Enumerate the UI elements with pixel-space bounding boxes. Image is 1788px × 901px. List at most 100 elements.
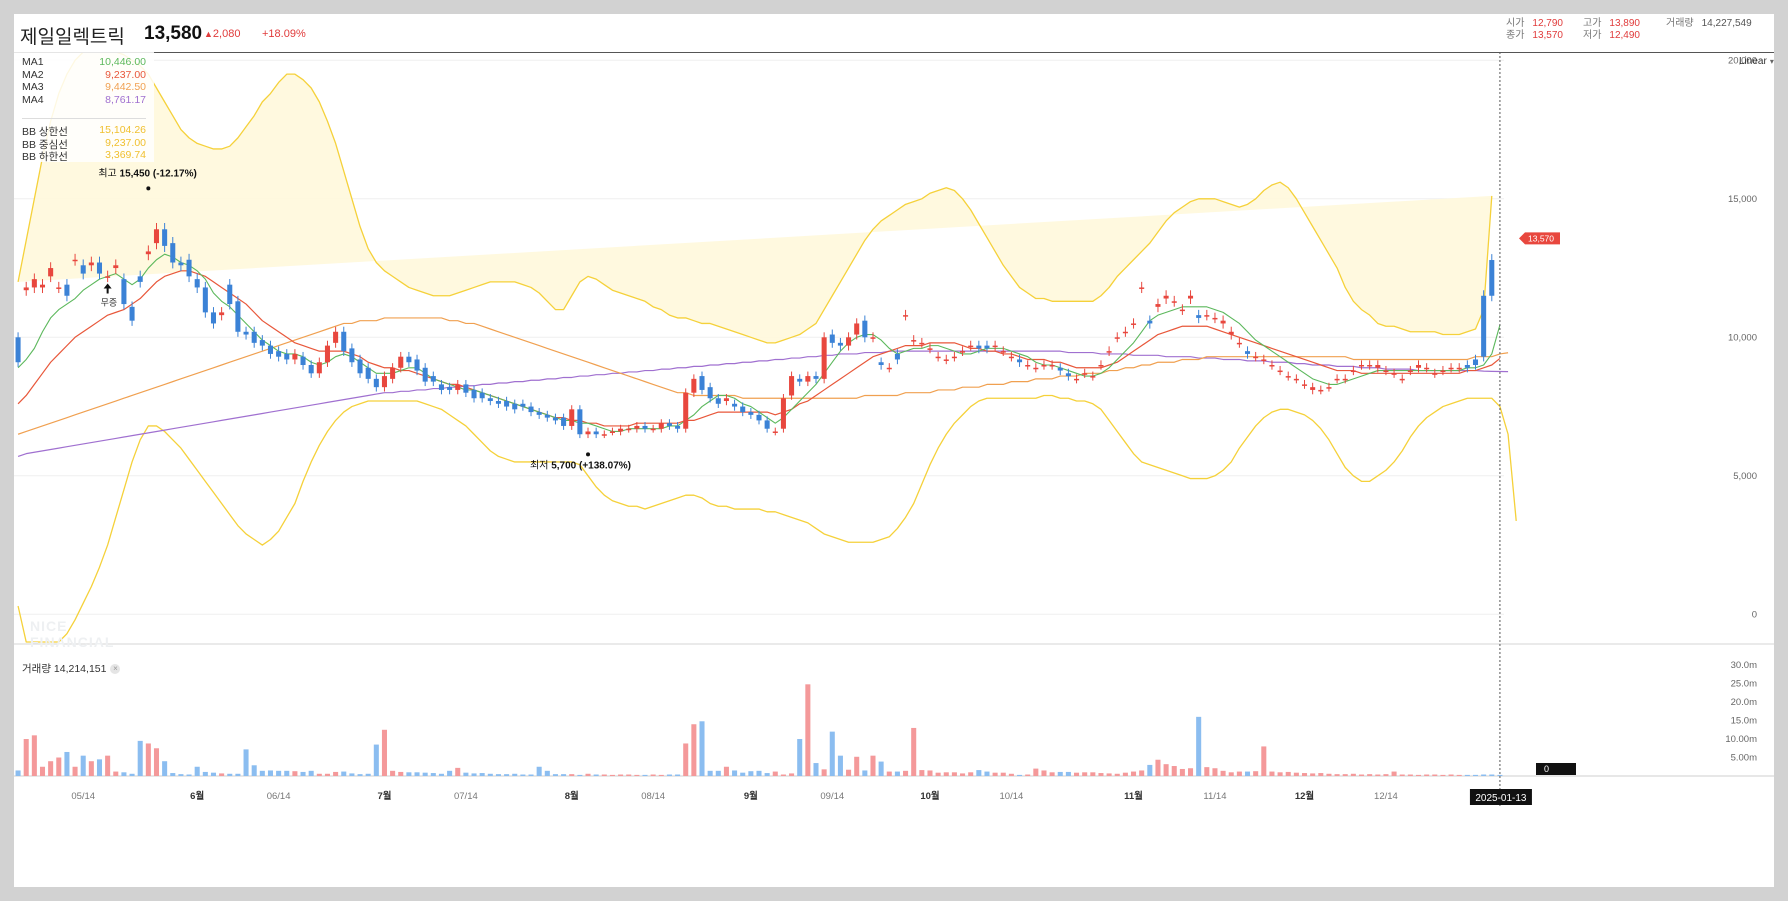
candle [1350,365,1356,376]
legend-bb-upper[interactable]: BB 상한선 15,104.26 [22,124,146,138]
volume-bar [137,740,143,776]
volume-bar [976,770,982,776]
volume-bar [48,761,54,776]
candle-body [349,348,355,363]
volume-bar [153,748,160,776]
candle-body [585,431,591,435]
candle [284,349,290,365]
candle-body [129,306,135,321]
legend-name: BB 하한선 [22,151,68,163]
volume-bar [1155,759,1161,776]
candle [512,399,518,414]
candle [113,259,119,274]
chart-canvas[interactable]: 20,000 15,000 10,000 5,000 0 30.0m 25.0m 20.0m 1… [14,14,1774,887]
candle-body [968,345,974,348]
candle [1033,363,1039,373]
candle [15,332,21,367]
legend-name: MA2 [22,68,44,81]
volume-bar [960,773,966,776]
candle [666,419,672,430]
candle-body [960,351,966,353]
volume-bar [357,774,363,776]
candle [886,363,892,373]
volume-bar [715,770,721,776]
candle-body [438,384,444,390]
candle-body [162,229,168,246]
candle-body [1228,331,1234,335]
candle [1448,363,1454,373]
candle [202,281,208,318]
volume-bar [854,756,860,776]
candle [683,388,689,433]
candle-body [1033,367,1039,370]
candle-body [121,279,127,305]
scale-mode-button[interactable]: Linear ▾ [1739,56,1774,67]
volume-bar [911,727,917,776]
candle-body [1375,365,1381,368]
candle [577,405,583,439]
candle-body [821,337,827,379]
candle-body [1212,317,1218,320]
candle [1155,298,1161,313]
candle [1204,309,1210,321]
candle-body [943,359,949,361]
candle [1131,318,1137,329]
candle-body [1481,295,1487,357]
candle-body [341,331,347,352]
candle-body [105,276,111,278]
volume-bar [878,761,884,776]
candle-body [862,320,868,338]
volume-bar [1090,772,1096,776]
volume-bar [1188,768,1194,776]
volume-bar [968,772,974,776]
legend-ma4[interactable]: MA4 8,761.17 [22,94,146,108]
candle [438,379,444,395]
candle [292,349,298,365]
candle-body [186,259,192,277]
candle-body [276,351,282,357]
candle [740,402,746,417]
x-tick-label: 12/14 [1374,791,1398,802]
volume-bar [569,774,575,776]
candle-body [846,337,852,346]
legend-ma2[interactable]: MA2 9,237.00 [22,69,146,83]
candle [1017,354,1023,367]
volume-bar [658,774,664,776]
legend-bb-lower[interactable]: BB 하한선 3,369.74 [22,149,146,163]
candle [789,371,795,400]
volume-bar [471,773,477,776]
candle [1228,326,1234,340]
candle [927,343,933,354]
date-tag-background [1469,789,1532,805]
candle [1472,354,1479,370]
candle-body [1245,351,1251,354]
volume-bar [886,771,892,776]
volume-bar [1269,771,1275,776]
legend-ma1[interactable]: MA1 10,446.00 [22,56,146,70]
candle-body [756,414,762,421]
candle-body [601,434,607,436]
y-tick-label: 10,000 [1728,332,1757,343]
candle-body [48,268,54,277]
candle-body [1057,367,1063,371]
legend-ma3[interactable]: MA3 9,442.50 [22,81,146,95]
legend-value: 8,761.17 [105,93,146,106]
candle-body [886,367,892,370]
candle-body [88,262,94,266]
candle-body [1432,373,1438,375]
candle-body [512,403,518,410]
legend-bb-middle[interactable]: BB 중심선 9,237.00 [22,137,146,151]
candle-body [626,428,632,431]
candle-body [308,365,314,374]
candle-body [170,243,176,263]
candle-body [1220,320,1226,324]
candle [1065,368,1071,381]
candle-body [463,384,469,393]
volume-bar [88,761,94,776]
close-icon[interactable]: × [110,664,121,675]
x-tick-label: 11월 [1124,790,1143,802]
volume-bar [756,770,762,776]
candle [1049,360,1055,370]
candle [1481,290,1487,362]
candle [992,340,998,351]
